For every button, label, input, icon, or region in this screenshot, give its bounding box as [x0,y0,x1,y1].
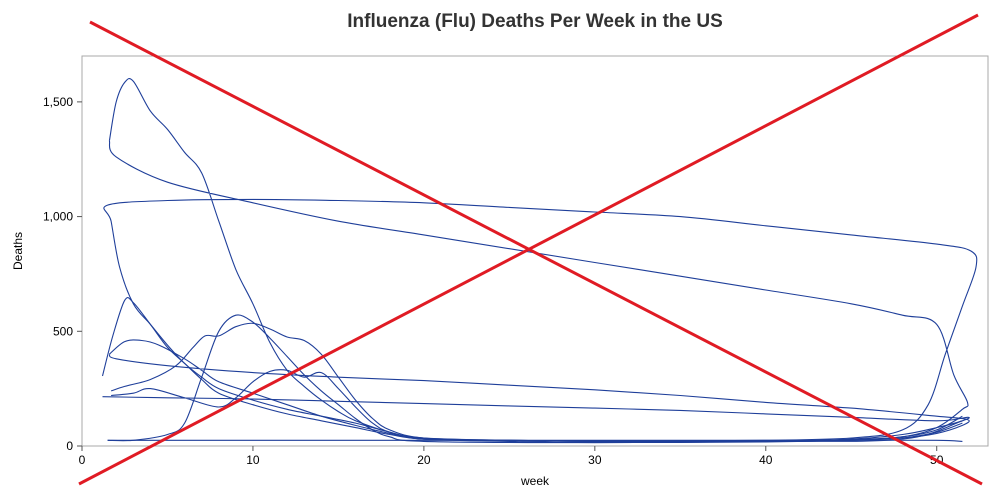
y-tick-label: 500 [53,324,73,338]
series-line-3 [108,339,970,444]
strike-line-down [89,20,983,486]
y-axis: 0 500 1,000 1,500 [43,95,82,453]
strike-line-up [78,13,979,486]
y-tick-label: 1,000 [43,210,73,224]
x-axis: 01020304050 [79,446,944,467]
plot-area [81,55,989,447]
x-tick-label: 30 [588,453,602,467]
series-line-5 [107,314,963,444]
series-layer [101,78,978,444]
x-axis-label: week [520,474,550,488]
x-tick-label: 10 [246,453,260,467]
x-tick-label: 20 [417,453,431,467]
y-tick-label: 1,500 [43,95,73,109]
chart-title: Influenza (Flu) Deaths Per Week in the U… [347,11,723,32]
series-line-6 [102,369,970,443]
series-line-2 [101,297,963,443]
series-line-1 [103,78,978,443]
y-tick-label: 0 [66,439,73,453]
y-axis-label: Deaths [11,232,25,270]
x-tick-label: 40 [759,453,773,467]
series-line-4 [110,322,963,442]
x-tick-label: 0 [79,453,86,467]
